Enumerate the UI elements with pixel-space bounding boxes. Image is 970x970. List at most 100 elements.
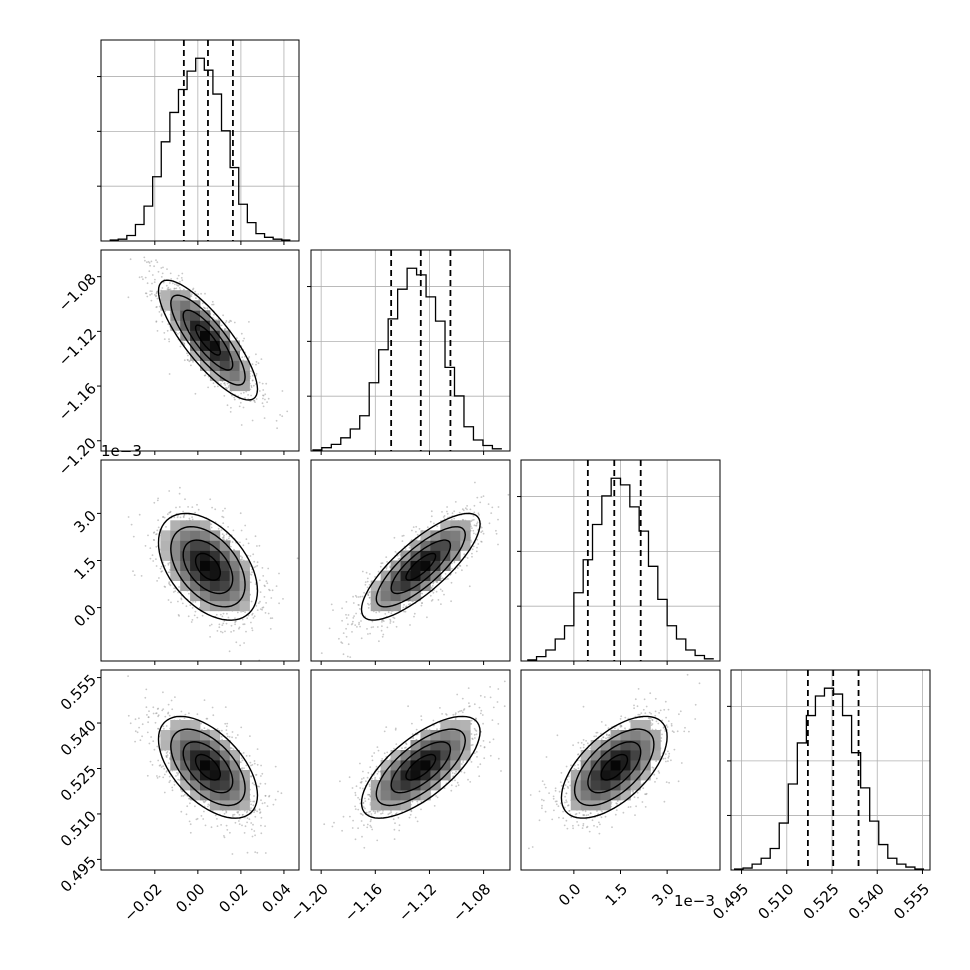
scatter-point: [163, 332, 166, 334]
scatter-point: [226, 387, 228, 390]
scatter-point: [253, 615, 256, 618]
density-bin: [229, 580, 240, 592]
scatter-point: [258, 390, 261, 392]
scatter-point: [453, 510, 456, 513]
density-bin: [370, 590, 382, 602]
density-bin: [239, 570, 250, 581]
scatter-point: [197, 508, 200, 511]
scatter-point: [203, 810, 205, 813]
scatter-point: [266, 582, 269, 585]
scatter-point: [228, 736, 231, 738]
scatter-point: [183, 342, 185, 345]
scatter-point: [396, 554, 399, 557]
scatter-point: [256, 851, 259, 854]
density-bin: [219, 590, 231, 602]
scatter-point: [194, 511, 197, 514]
scatter-point: [243, 337, 246, 340]
scatter-point: [169, 288, 172, 291]
density-bin: [390, 600, 401, 612]
scatter-point: [405, 605, 408, 608]
scatter-point: [472, 545, 475, 548]
scatter-point: [440, 577, 443, 580]
scatter-point: [168, 775, 171, 778]
scatter-point: [403, 604, 405, 606]
scatter-point: [364, 581, 367, 583]
scatter-point: [214, 508, 217, 511]
scatter-point: [286, 410, 289, 413]
contour-1.5sigma: [170, 294, 246, 386]
scatter-point: [204, 292, 206, 295]
density-bin: [209, 320, 221, 331]
scatter-point: [432, 582, 435, 585]
scatter-point: [281, 415, 284, 418]
scatter-point: [446, 510, 448, 513]
joint-content: [127, 675, 283, 855]
scatter-point: [161, 709, 164, 712]
scatter-point: [227, 616, 230, 619]
scatter-point: [345, 635, 348, 638]
scatter-point: [358, 623, 360, 626]
scatter-point: [238, 405, 241, 408]
scatter-point: [146, 295, 149, 298]
scatter-point: [381, 625, 383, 628]
scatter-point: [187, 354, 189, 357]
scatter-point: [219, 613, 222, 616]
scatter-point: [234, 617, 236, 620]
density-bin: [440, 540, 451, 551]
scatter-point: [250, 384, 253, 387]
scatter-point: [244, 611, 247, 614]
scatter-point: [258, 381, 261, 384]
scatter-point: [182, 510, 185, 513]
scatter-point: [433, 522, 435, 525]
scatter-point: [368, 584, 371, 586]
scatter-point: [233, 398, 236, 401]
density-bin: [200, 310, 211, 321]
scatter-point: [366, 628, 368, 630]
scatter-point: [244, 397, 246, 399]
scatter-point: [264, 393, 267, 396]
density-bin: [410, 550, 421, 561]
density-bin: [219, 560, 231, 571]
scatter-point: [401, 535, 404, 537]
scatter-point: [183, 717, 186, 719]
scatter-point: [191, 516, 194, 518]
density-bin: [229, 380, 240, 392]
contour-1.5sigma: [170, 525, 246, 608]
scatter-point: [194, 601, 197, 603]
scatter-point: [217, 318, 220, 321]
scatter-point: [192, 287, 195, 290]
scatter-point: [207, 386, 210, 389]
scatter-point: [264, 852, 267, 854]
scatter-point: [345, 613, 347, 616]
scatter-point: [458, 564, 461, 567]
scatter-point: [194, 290, 197, 293]
scatter-point: [468, 585, 471, 588]
scatter-point: [381, 562, 384, 564]
scatter-point: [155, 565, 158, 567]
scatter-point: [255, 363, 257, 366]
scatter-point: [156, 745, 159, 748]
scatter-point: [408, 546, 411, 549]
density-bin: [209, 360, 221, 371]
density-bin: [219, 370, 231, 382]
scatter-point: [164, 715, 167, 718]
scatter-point: [209, 498, 212, 501]
scatter-point: [242, 391, 245, 394]
density-bin: [160, 530, 171, 541]
scatter-point: [267, 397, 270, 400]
scatter-point: [255, 373, 258, 375]
scatter-point: [152, 560, 155, 562]
density-bin: [209, 550, 221, 561]
scatter-point: [234, 623, 237, 626]
scatter-point: [269, 617, 272, 620]
density-bin: [420, 570, 431, 581]
scatter-point: [178, 492, 181, 495]
contour-1sigma: [390, 539, 452, 595]
scatter-point: [471, 552, 473, 555]
scatter-point: [160, 565, 163, 568]
density-bin: [380, 570, 391, 581]
scatter-point: [161, 287, 164, 289]
scatter-point: [491, 506, 494, 509]
density-bin: [209, 540, 221, 551]
density-bin: [229, 340, 240, 351]
